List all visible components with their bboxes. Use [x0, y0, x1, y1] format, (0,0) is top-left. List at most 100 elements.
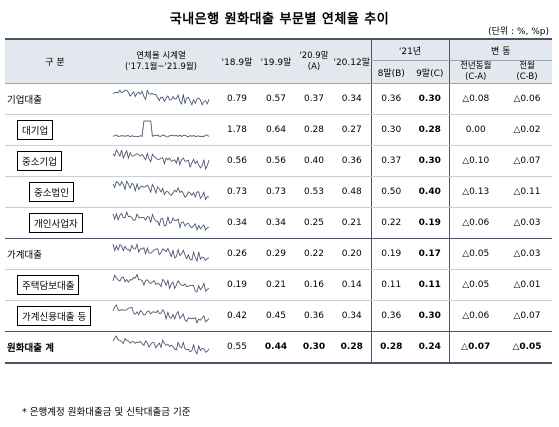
- cell-label: 기업대출: [5, 83, 105, 115]
- sparkline-cell: [105, 145, 217, 177]
- row-label: 개인사업자: [29, 213, 83, 233]
- cell-sep: 0.30: [411, 145, 449, 177]
- cell-aug: 0.19: [370, 238, 411, 270]
- sparkline-line: [112, 149, 210, 171]
- cell-label: 중소법인: [5, 176, 105, 208]
- sparkline-line: [112, 89, 210, 106]
- cell-v189: 1.78: [217, 114, 257, 146]
- sparkline-cell: [105, 114, 217, 146]
- cell-v199: 0.57: [257, 83, 295, 115]
- table-row-sme-individual: 개인사업자 0.34 0.34 0.25 0.21 0.22 0.19 △0.06 △0.03: [5, 207, 553, 239]
- cell-v209: 0.30: [295, 331, 333, 364]
- table-row-sme-corp: 중소법인 0.73 0.73 0.53 0.48 0.50 0.40 △0.13 △0.11: [5, 176, 553, 208]
- header-199: '19.9말: [257, 38, 295, 84]
- cell-mom: △0.11: [502, 176, 553, 208]
- sparkline-cell: [105, 300, 217, 332]
- sparkline-line: [112, 120, 210, 138]
- cell-v209: 0.25: [295, 207, 333, 239]
- cell-v2012: 0.21: [333, 207, 371, 239]
- row-label: 가계신용대출 등: [17, 306, 92, 326]
- cell-v2012: 0.34: [333, 300, 371, 332]
- header-189: '18.9말: [217, 38, 257, 84]
- sparkline-chart: [112, 304, 210, 324]
- sparkline-chart: [112, 273, 210, 293]
- cell-yoy: △0.13: [448, 176, 502, 208]
- unit-note: (단위 : %, %p): [488, 27, 549, 37]
- sparkline-cell: [105, 269, 217, 301]
- header-209: '20.9말 (A): [295, 38, 333, 84]
- header-trend: 연체율 시계열 ('17.1월~'21.9월): [105, 38, 217, 84]
- sparkline-line: [112, 335, 210, 355]
- cell-aug: 0.11: [370, 269, 411, 301]
- cell-sep: 0.40: [411, 176, 449, 208]
- cell-v199: 0.44: [257, 331, 295, 364]
- row-label: 대기업: [17, 120, 54, 140]
- cell-aug: 0.50: [370, 176, 411, 208]
- cell-mom: △0.02: [502, 114, 553, 146]
- cell-v209: 0.40: [295, 145, 333, 177]
- cell-sep: 0.19: [411, 207, 449, 239]
- cell-yoy: △0.05: [448, 238, 502, 270]
- sparkline-cell: [105, 331, 217, 364]
- header-mom-label: 전월: [519, 61, 535, 71]
- cell-yoy: 0.00: [448, 114, 502, 146]
- cell-label: 원화대출 계: [5, 331, 105, 364]
- cell-aug: 0.37: [370, 145, 411, 177]
- cell-yoy: △0.08: [448, 83, 502, 115]
- cell-mom: △0.07: [502, 145, 553, 177]
- cell-mom: △0.01: [502, 269, 553, 301]
- sparkline-chart: [112, 335, 210, 355]
- sparkline-chart: [112, 89, 210, 106]
- cell-v209: 0.53: [295, 176, 333, 208]
- cell-v2012: 0.34: [333, 83, 371, 115]
- cell-aug: 0.36: [370, 83, 411, 115]
- sparkline-line: [112, 180, 210, 201]
- cell-sep: 0.30: [411, 83, 449, 115]
- sparkline-cell: [105, 176, 217, 208]
- footnote: * 은행계정 원화대출금 및 신탁대출금 기준: [22, 407, 191, 418]
- header-trend-range: ('17.1월~'21.9월): [125, 61, 197, 72]
- cell-v2012: 0.48: [333, 176, 371, 208]
- cell-v189: 0.34: [217, 207, 257, 239]
- sparkline-cell: [105, 83, 217, 115]
- sparkline-chart: [112, 120, 210, 138]
- sparkline-cell: [105, 238, 217, 270]
- cell-v189: 0.55: [217, 331, 257, 364]
- cell-v199: 0.45: [257, 300, 295, 332]
- cell-sep: 0.17: [411, 238, 449, 270]
- sparkline-chart: [112, 180, 210, 201]
- cell-label: 개인사업자: [5, 207, 105, 239]
- cell-mom: △0.07: [502, 300, 553, 332]
- row-label: 중소법인: [29, 182, 74, 202]
- cell-yoy: △0.06: [448, 300, 502, 332]
- cell-v199: 0.21: [257, 269, 295, 301]
- cell-v2012: 0.20: [333, 238, 371, 270]
- cell-v199: 0.56: [257, 145, 295, 177]
- cell-yoy: △0.10: [448, 145, 502, 177]
- sparkline-line: [112, 273, 210, 293]
- cell-v189: 0.19: [217, 269, 257, 301]
- sparkline-cell: [105, 207, 217, 239]
- sparkline-chart: [112, 149, 210, 171]
- table-row-household-credit: 가계신용대출 등 0.42 0.45 0.36 0.34 0.36 0.30 △0.06 △0.…: [5, 300, 553, 332]
- cell-mom: △0.05: [502, 331, 553, 364]
- cell-v199: 0.29: [257, 238, 295, 270]
- table-row-sme: 중소기업 0.56 0.56 0.40 0.36 0.37 0.30 △0.10 △0.07: [5, 145, 553, 177]
- cell-v189: 0.73: [217, 176, 257, 208]
- header-yoy-sub: (C-A): [465, 72, 487, 82]
- cell-yoy: △0.05: [448, 269, 502, 301]
- cell-v209: 0.28: [295, 114, 333, 146]
- cell-v199: 0.73: [257, 176, 295, 208]
- cell-aug: 0.36: [370, 300, 411, 332]
- cell-v199: 0.64: [257, 114, 295, 146]
- table-row-mortgage: 주택담보대출 0.19 0.21 0.16 0.14 0.11 0.11 △0.05 △0.01: [5, 269, 553, 301]
- cell-mom: △0.03: [502, 207, 553, 239]
- cell-aug: 0.28: [370, 331, 411, 364]
- cell-label: 가계신용대출 등: [5, 300, 105, 332]
- sparkline-line: [112, 304, 210, 324]
- header-yoy-label: 전년동월: [460, 61, 492, 71]
- header-sep: 9말(C): [411, 60, 449, 84]
- header-mom: 전월 (C-B): [502, 60, 553, 84]
- cell-v209: 0.36: [295, 300, 333, 332]
- page-title: 국내은행 원화대출 부문별 연체율 추이: [169, 12, 390, 27]
